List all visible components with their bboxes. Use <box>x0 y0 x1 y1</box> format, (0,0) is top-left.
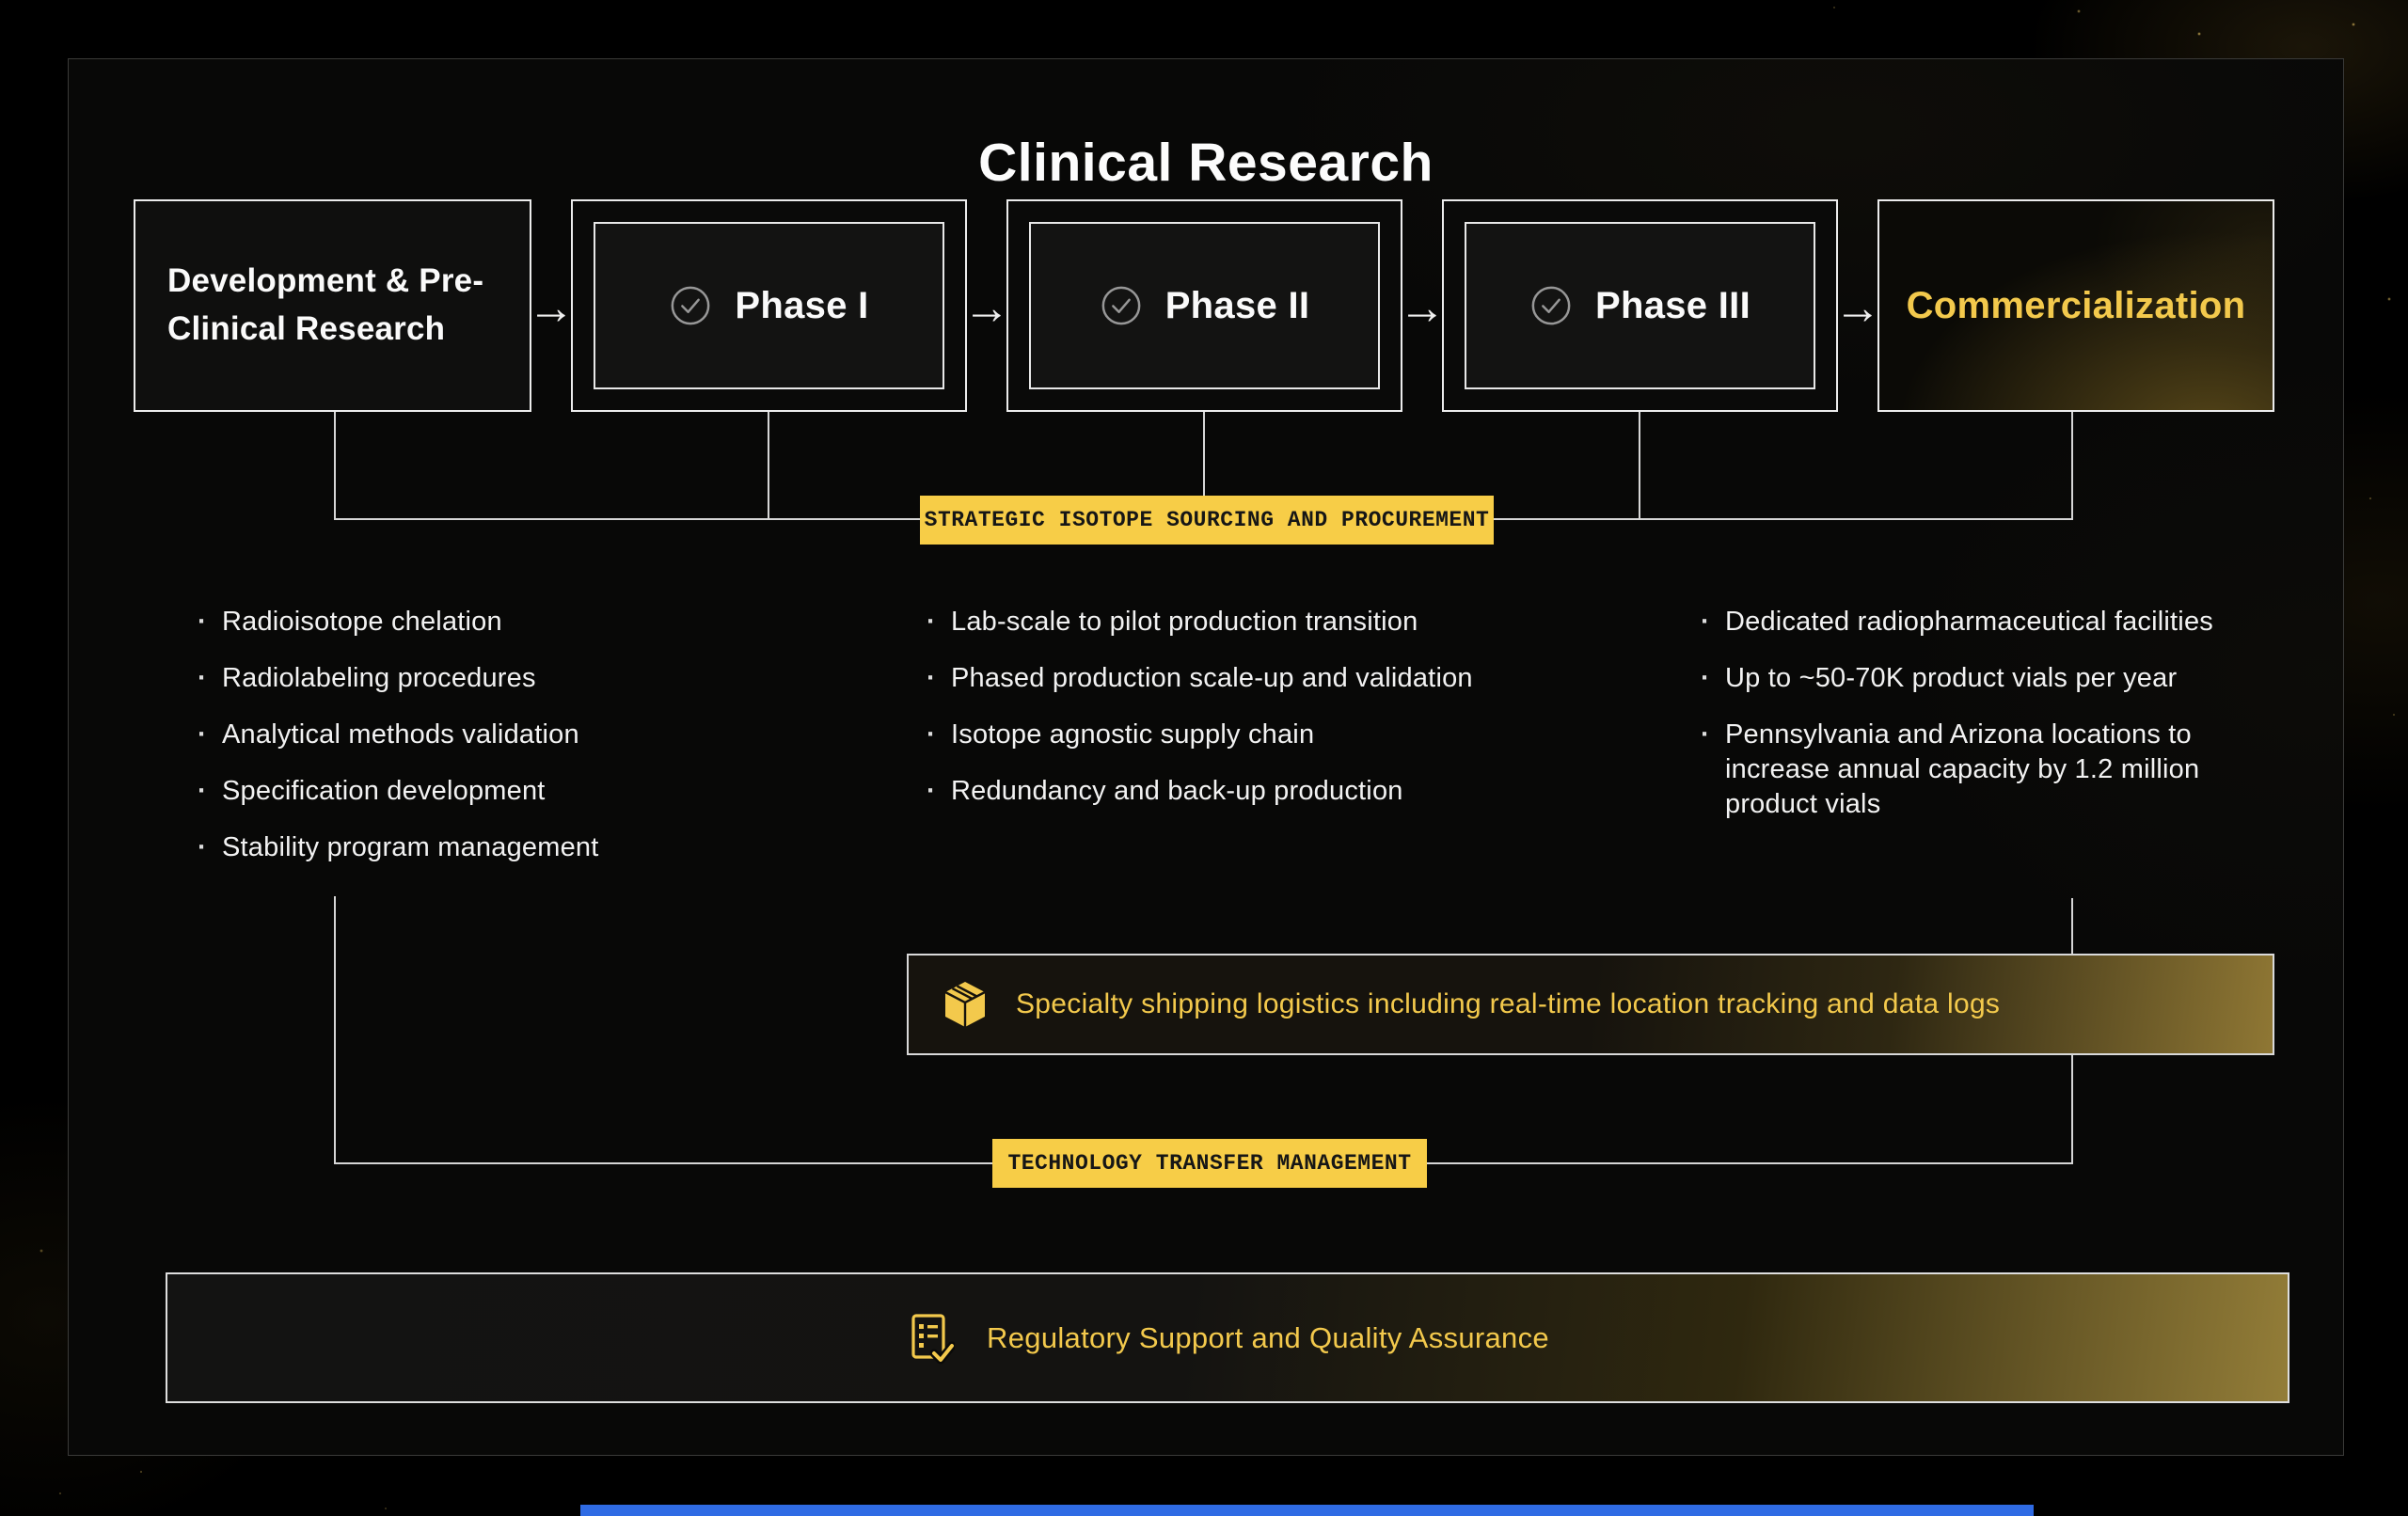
bullet-dot: · <box>927 776 936 806</box>
check-circle-icon <box>671 286 710 325</box>
clipboard-check-icon <box>911 1313 956 1364</box>
connector-v-commercialization <box>2071 412 2073 519</box>
list-item: · Stability program management <box>198 830 724 865</box>
bottom-blue-bar <box>580 1505 2034 1516</box>
connector-v-phase1 <box>768 412 769 519</box>
development-capabilities-list: · Radioisotope chelation · Radiolabeling p… <box>198 605 724 887</box>
bullet-dot: · <box>198 776 207 806</box>
stage-development-preclinical: Development & Pre-Clinical Research <box>134 199 531 412</box>
bullet-dot: · <box>198 607 207 637</box>
bullet-dot: · <box>1701 607 1710 637</box>
connector-v-dev <box>334 412 336 519</box>
stage-label: Phase I <box>735 284 869 326</box>
bullet-dot: · <box>927 607 936 637</box>
bullet-dot: · <box>198 832 207 862</box>
list-item: · Phased production scale-up and validati… <box>927 661 1566 696</box>
list-item: · Dedicated radiopharmaceutical facilitie… <box>1701 605 2284 640</box>
list-item: · Isotope agnostic supply chain <box>927 718 1566 752</box>
bullet-dot: · <box>927 663 936 693</box>
stage-commercialization: Commercialization <box>1877 199 2274 412</box>
bullet-dot: · <box>927 719 936 750</box>
bullet-dot: · <box>198 663 207 693</box>
stage-phase-3: Phase III <box>1442 199 1838 412</box>
bullet-dot: · <box>1701 663 1710 693</box>
page-title: Clinical Research <box>978 133 1434 194</box>
regulatory-support-label: Regulatory Support and Quality Assurance <box>987 1320 1549 1354</box>
production-capabilities-list: · Lab-scale to pilot production transitio… <box>927 605 1566 830</box>
connector-v-left-lower <box>334 896 336 1164</box>
bullet-dot: · <box>198 719 207 750</box>
shipping-logistics-banner: Specialty shipping logistics including r… <box>907 954 2274 1055</box>
stage-phase-2: Phase II <box>1006 199 1402 412</box>
arrow-right-icon: → <box>528 281 575 334</box>
stage-label: Phase III <box>1594 284 1751 326</box>
stage-label: Commercialization <box>1906 284 2246 326</box>
bullet-dot: · <box>1701 719 1710 750</box>
list-item: · Up to ~50-70K product vials per year <box>1701 661 2284 696</box>
connector-v-phase3 <box>1639 412 1640 519</box>
check-circle-icon <box>1101 286 1141 325</box>
list-item: · Lab-scale to pilot production transitio… <box>927 605 1566 640</box>
list-item: · Pennsylvania and Arizona locations to i… <box>1701 718 2284 822</box>
list-item: · Analytical methods validation <box>198 718 724 752</box>
strategic-sourcing-banner: STRATEGIC ISOTOPE SOURCING AND PROCUREME… <box>920 496 1494 545</box>
arrow-right-icon: → <box>963 281 1010 334</box>
technology-transfer-banner: TECHNOLOGY TRANSFER MANAGEMENT <box>992 1139 1427 1188</box>
stage-label: Development & Pre-Clinical Research <box>167 262 484 347</box>
list-item: · Radiolabeling procedures <box>198 661 724 696</box>
arrow-right-icon: → <box>1834 281 1881 334</box>
list-item: · Redundancy and back-up production <box>927 774 1566 809</box>
regulatory-support-banner: Regulatory Support and Quality Assurance <box>166 1272 2289 1403</box>
package-icon <box>944 982 986 1027</box>
arrow-right-icon: → <box>1399 281 1446 334</box>
facilities-capabilities-list: · Dedicated radiopharmaceutical facilitie… <box>1701 605 2284 844</box>
list-item: · Radioisotope chelation <box>198 605 724 640</box>
stage-phase-1: Phase I <box>571 199 967 412</box>
list-item: · Specification development <box>198 774 724 809</box>
stage-label: Phase II <box>1164 284 1310 326</box>
shipping-logistics-label: Specialty shipping logistics including r… <box>1016 988 2001 1019</box>
check-circle-icon <box>1531 286 1571 325</box>
